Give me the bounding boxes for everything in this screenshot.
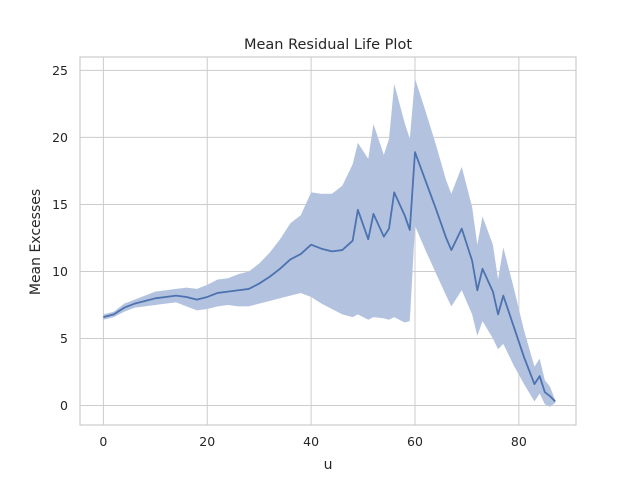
y-tick-label: 10: [52, 264, 68, 279]
x-tick-label: 0: [99, 434, 107, 449]
y-axis-ticks: 0 5 10 15 20 25: [52, 63, 68, 413]
y-tick-label: 25: [52, 63, 68, 78]
x-axis-ticks: 0 20 40 60 80: [99, 434, 526, 449]
axes-frame: [79, 56, 577, 426]
x-axis-label: u: [324, 457, 333, 473]
y-axis-label: Mean Excesses: [28, 189, 44, 295]
x-tick-label: 40: [303, 434, 319, 449]
y-tick-label: 5: [60, 331, 68, 346]
axes-spines: [79, 56, 577, 426]
confidence-band: [103, 78, 556, 407]
x-tick-label: 80: [511, 434, 527, 449]
y-tick-label: 0: [60, 398, 68, 413]
x-tick-label: 20: [199, 434, 215, 449]
chart-title: Mean Residual Life Plot: [244, 37, 412, 53]
y-tick-label: 20: [52, 130, 68, 145]
y-tick-label: 15: [52, 197, 68, 212]
x-tick-label: 60: [407, 434, 423, 449]
confidence-band-layer: [103, 78, 556, 407]
mean-excess-line: [103, 151, 556, 403]
series-line-layer: [103, 151, 556, 403]
